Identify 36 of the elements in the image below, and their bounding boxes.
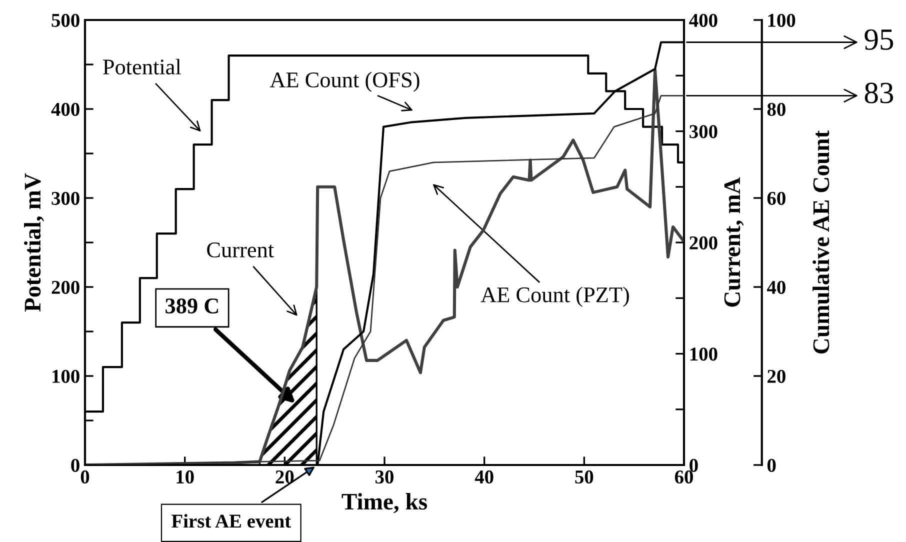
y-tick-label: 100 xyxy=(52,370,80,383)
x-tick-label: 60 xyxy=(674,470,693,484)
y3-tick-label: 80 xyxy=(767,102,786,116)
y3-tick-label: 40 xyxy=(767,280,786,294)
y-axis-title: Potential, mV xyxy=(24,173,44,312)
y2-tick-label: 300 xyxy=(690,125,718,138)
y3-axis-title: Cumulative AE Count xyxy=(812,130,830,354)
y-tick-label: 500 xyxy=(52,14,80,27)
annotation: AE Count (OFS) xyxy=(270,72,420,92)
y2-tick-label: 400 xyxy=(689,14,718,27)
y3-tick-label: 20 xyxy=(768,370,786,383)
y-tick-label: 0 xyxy=(71,458,80,472)
y2-tick-label: 0 xyxy=(690,458,698,472)
x-tick-label: 50 xyxy=(575,470,594,484)
text: 83 xyxy=(864,82,894,104)
annotation: 389 C xyxy=(166,298,218,314)
annotation: Potential xyxy=(103,58,181,75)
text: 95 xyxy=(864,29,894,50)
x-tick-label: 10 xyxy=(176,470,194,484)
y2-tick-label: 100 xyxy=(690,348,718,361)
x-tick-label: 30 xyxy=(376,470,394,484)
y-tick-label: 300 xyxy=(52,192,80,205)
x-tick-label: 0 xyxy=(80,470,90,484)
x-tick-label: 40 xyxy=(474,470,494,484)
y-tick-label: 400 xyxy=(51,102,80,116)
y3-tick-label: 60 xyxy=(767,192,786,205)
y-tick-label: 200 xyxy=(52,280,80,294)
text: First AE event xyxy=(172,514,292,528)
x-axis-title: Time, ks xyxy=(342,493,428,514)
annotation: Current xyxy=(207,242,274,258)
x-tick-label: 20 xyxy=(276,470,294,484)
y2-tick-label: 200 xyxy=(690,236,718,250)
annotation: AE Count (PZT) xyxy=(480,286,629,307)
y2-axis-title: Current, mA xyxy=(724,177,744,307)
y3-tick-label: 100 xyxy=(768,14,796,27)
y3-tick-label: 0 xyxy=(767,458,776,472)
